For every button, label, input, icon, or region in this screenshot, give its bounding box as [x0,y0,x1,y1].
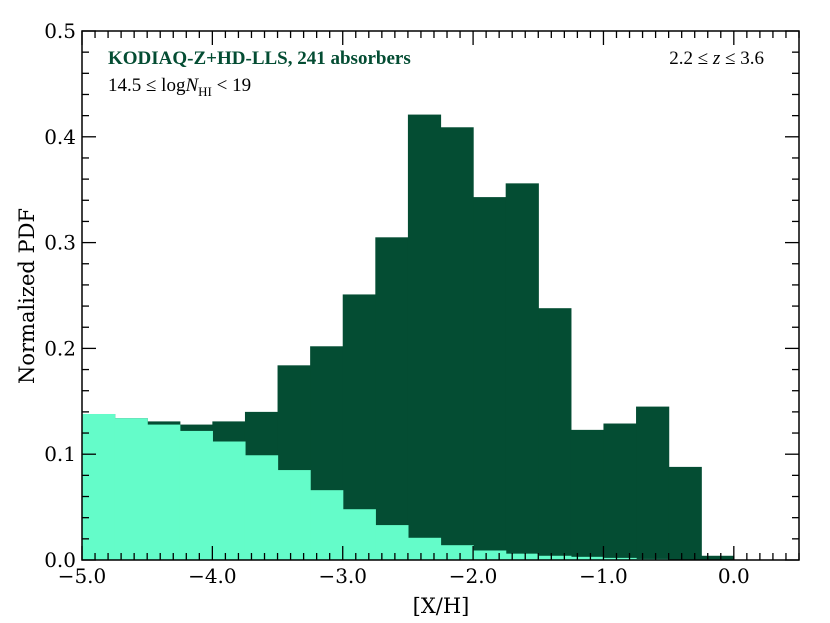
y-tick-label: 0.4 [44,125,76,149]
x-tick-label: 0.0 [718,564,750,588]
y-tick-label: 0.5 [44,19,76,43]
histogram-bar-series-1 [668,466,702,560]
x-axis-title: [X/H] [413,594,470,618]
x-tick-label: −5.0 [58,564,107,588]
histogram-bar-series-2 [440,545,474,560]
histogram-bar-series-1 [407,114,442,560]
x-tick-label: −1.0 [579,564,628,588]
histogram-bar-series-1 [375,237,409,560]
histogram-bar-series-2 [212,441,246,560]
histogram-bar-series-2 [473,550,507,560]
histogram-bar-series-2 [179,430,213,560]
x-tick-label: −3.0 [318,564,367,588]
y-tick-label: 0.2 [44,336,76,360]
nhi-symbol: N [184,75,199,96]
histogram-bar-series-1 [603,423,637,560]
y-axis-title: Normalized PDF [15,208,39,384]
tick-labels-layer: −5.0 −4.0 −3.0 −2.0 −1.0 0.0 0.0 0.1 0.2 0.3 0.4 0.… [44,19,750,588]
histogram-bar-series-2 [342,509,376,560]
histogram-bar-series-2 [244,455,279,560]
histogram-bar-series-1 [473,197,507,560]
histogram-bar-series-2 [147,424,181,560]
nhi-suffix: < 19 [212,75,251,96]
histogram-bar-series-2 [603,557,637,560]
histogram-bar-series-2 [570,556,605,560]
histogram-bar-series-2 [375,525,409,560]
histogram-bar-series-2 [310,490,344,560]
histogram-bar-series-1 [538,308,572,560]
x-tick-label: −4.0 [188,564,237,588]
nhi-subscript: HI [198,84,212,99]
plot-frame [81,30,800,561]
histogram-bar-series-1 [440,127,474,560]
histogram-bar-series-1 [701,555,735,560]
histogram-bar-series-1 [505,183,539,561]
histogram-bar-series-1 [636,406,670,560]
redshift-annotation: 2.2 ≤ z ≤ 3.6 [669,48,764,69]
y-tick-label: 0.0 [44,548,76,572]
y-tick-label: 0.3 [44,231,76,255]
histogram-bar-series-2 [538,555,572,560]
column-density-annotation: 14.5 ≤ logNHI < 19 [108,75,251,99]
histogram-bar-series-1 [570,429,605,560]
x-tick-label: −2.0 [449,564,498,588]
histogram-bar-series-2 [114,418,148,560]
redshift-suffix: ≤ 3.6 [720,48,764,69]
y-tick-label: 0.1 [44,442,76,466]
redshift-prefix: 2.2 ≤ [669,48,713,69]
bars-layer [82,114,735,561]
sample-annotation: KODIAQ-Z+HD-LLS, 241 absorbers [108,48,411,69]
histogram-bar-series-2 [277,470,311,560]
nhi-prefix: 14.5 ≤ log [108,75,186,96]
histogram-bar-series-2 [505,553,539,560]
redshift-symbol: z [712,48,721,69]
histogram-bar-series-2 [407,537,442,560]
histogram-bar-series-2 [82,413,116,560]
